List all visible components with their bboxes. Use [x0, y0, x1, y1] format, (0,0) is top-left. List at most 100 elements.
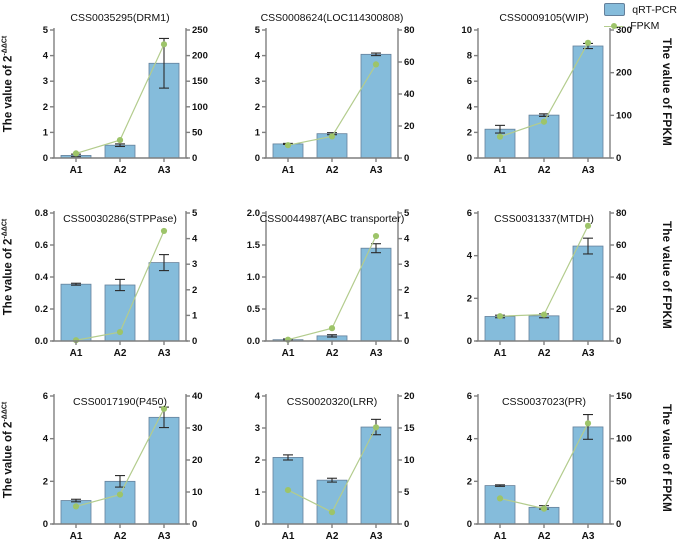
left-tick-label: 2 — [43, 476, 48, 487]
x-tick-label-A1: A1 — [282, 165, 295, 176]
left-tick-label: 5 — [43, 25, 49, 36]
y-axis-label-left: The value of 2-ΔΔCt — [1, 35, 15, 133]
fpkm-point-A3 — [584, 222, 592, 229]
left-tick-label: 4 — [255, 51, 261, 62]
left-tick-label: 2 — [467, 127, 472, 138]
bar-A3 — [360, 426, 392, 525]
left-tick-label: 0.0 — [247, 336, 260, 347]
fpkm-point-A3 — [160, 41, 168, 48]
left-tick-label: 1.5 — [247, 240, 261, 251]
right-tick-label: 100 — [616, 110, 632, 121]
subplot-svg: 0.0 0.5 1.0 1.5 2.0 0 1 2 3 4 5 A1 A2 A3 CSS0044987(AB… — [247, 208, 410, 359]
right-tick-label: 150 — [192, 76, 208, 87]
error-bar-A2 — [327, 477, 337, 483]
left-tick-label: 1.0 — [247, 272, 260, 283]
fpkm-point-A2 — [540, 505, 548, 512]
right-tick-label: 50 — [616, 476, 627, 487]
error-bar-A2 — [115, 143, 125, 148]
x-tick-label-A3: A3 — [370, 348, 383, 359]
fpkm-point-A2 — [540, 311, 548, 318]
right-tick-label: 5 — [404, 487, 410, 498]
right-tick-label: 20 — [404, 391, 415, 402]
qrt-pcr-bar-swatch-icon — [604, 3, 626, 16]
left-tick-label: 2 — [467, 293, 472, 304]
error-bar-A3 — [583, 414, 593, 440]
left-tick-label: 0.6 — [35, 240, 48, 251]
bar-A3 — [572, 245, 604, 342]
fpkm-point-A2 — [328, 325, 336, 332]
chart-row-3: The value of 2-ΔΔCt 0 2 4 6 0 10 20 30 40 A1 A2 A3 C… — [0, 366, 685, 549]
right-tick-label: 60 — [616, 240, 627, 251]
error-bar-A3 — [371, 52, 381, 57]
error-bar-A2 — [115, 278, 125, 292]
x-tick-label-A1: A1 — [494, 348, 507, 359]
left-tick-label: 4 — [467, 434, 473, 445]
left-tick-label: 6 — [467, 76, 472, 87]
fpkm-point-A3 — [160, 405, 168, 412]
right-tick-label: 0 — [616, 153, 621, 164]
x-tick-label-A2: A2 — [326, 348, 339, 359]
x-tick-label-A1: A1 — [70, 165, 83, 176]
right-tick-label: 10 — [404, 455, 415, 466]
x-tick-label-A1: A1 — [282, 531, 295, 542]
subplot-css0017190-p450: 0 2 4 6 0 10 20 30 40 A1 A2 A3 CSS0017190(P450) — [16, 366, 228, 549]
bar-A1 — [60, 283, 92, 342]
subplot-title: CSS0035295(DRM1) — [70, 12, 169, 24]
left-tick-label: 5 — [255, 25, 261, 36]
subplot-css0044987-abc-transporter: 0.0 0.5 1.0 1.5 2.0 0 1 2 3 4 5 A1 A2 A3 CSS0044987(AB… — [228, 183, 440, 366]
left-tick-label: 6 — [467, 208, 472, 219]
left-tick-label: 3 — [43, 76, 48, 87]
right-tick-label: 50 — [192, 127, 203, 138]
right-tick-label: 200 — [616, 68, 632, 79]
fpkm-point-A3 — [584, 420, 592, 427]
subplot-svg: 0 1 2 3 4 0 5 10 15 20 A1 A2 A3 CSS0020320(LRR) — [255, 391, 416, 542]
fpkm-point-A2 — [116, 136, 124, 144]
fpkm-point-A3 — [372, 424, 380, 431]
left-tick-label: 4 — [43, 434, 49, 445]
x-tick-label-A1: A1 — [494, 531, 507, 542]
left-tick-label: 0.8 — [35, 208, 48, 219]
bar-A3 — [572, 45, 604, 159]
right-axis-label-col: The value of FPKM — [652, 366, 685, 549]
subplot-css0031337-mtdh: 0 2 4 6 0 20 40 60 80 A1 A2 A3 CSS0031337(MTDH) — [440, 183, 652, 366]
fpkm-point-A1 — [284, 486, 292, 494]
fpkm-point-A1 — [72, 503, 80, 510]
x-tick-label-A3: A3 — [582, 348, 595, 359]
left-tick-label: 0.0 — [35, 336, 48, 347]
bar-A3 — [360, 53, 392, 159]
left-tick-label: 0 — [255, 519, 260, 530]
legend-item-fpkm: FPKM — [604, 20, 677, 32]
x-tick-label-A1: A1 — [70, 531, 83, 542]
right-tick-label: 0 — [192, 336, 197, 347]
fpkm-point-A2 — [116, 491, 124, 498]
right-tick-label: 0 — [616, 336, 621, 347]
y-axis-label-right: The value of FPKM — [659, 37, 672, 146]
fpkm-point-A3 — [584, 39, 592, 46]
subplot-css0009105-wip: 0 2 4 6 8 10 0 100 200 300 A1 A2 A3 CSS0009105(WIP) — [440, 0, 652, 183]
right-tick-label: 150 — [616, 391, 632, 402]
right-tick-label: 40 — [616, 272, 627, 283]
bar-A3 — [148, 416, 180, 525]
left-tick-label: 3 — [255, 423, 260, 434]
fpkm-point-A3 — [372, 61, 380, 68]
x-tick-label-A1: A1 — [282, 348, 295, 359]
right-tick-label: 100 — [616, 434, 632, 445]
left-axis-label-col: The value of 2-ΔΔCt — [0, 366, 16, 549]
right-tick-label: 0 — [192, 519, 197, 530]
subplot-svg: 0 1 2 3 4 5 0 20 40 60 80 A1 A2 A3 CSS0008624(LOC11430… — [255, 12, 415, 176]
left-tick-label: 4 — [467, 251, 473, 262]
legend-label-qrt-pcr: qRT-PCR — [632, 3, 677, 16]
left-tick-label: 2 — [255, 102, 260, 113]
bar-A2 — [316, 479, 348, 525]
bar-A3 — [360, 247, 392, 342]
right-tick-label: 80 — [404, 25, 415, 36]
x-tick-label-A2: A2 — [114, 165, 127, 176]
left-tick-label: 1 — [255, 127, 261, 138]
right-axis-label-col: The value of FPKM — [652, 183, 685, 366]
x-tick-label-A2: A2 — [326, 165, 339, 176]
left-tick-label: 3 — [255, 76, 260, 87]
y-axis-label-right: The value of FPKM — [659, 403, 672, 512]
fpkm-point-A2 — [328, 509, 336, 516]
